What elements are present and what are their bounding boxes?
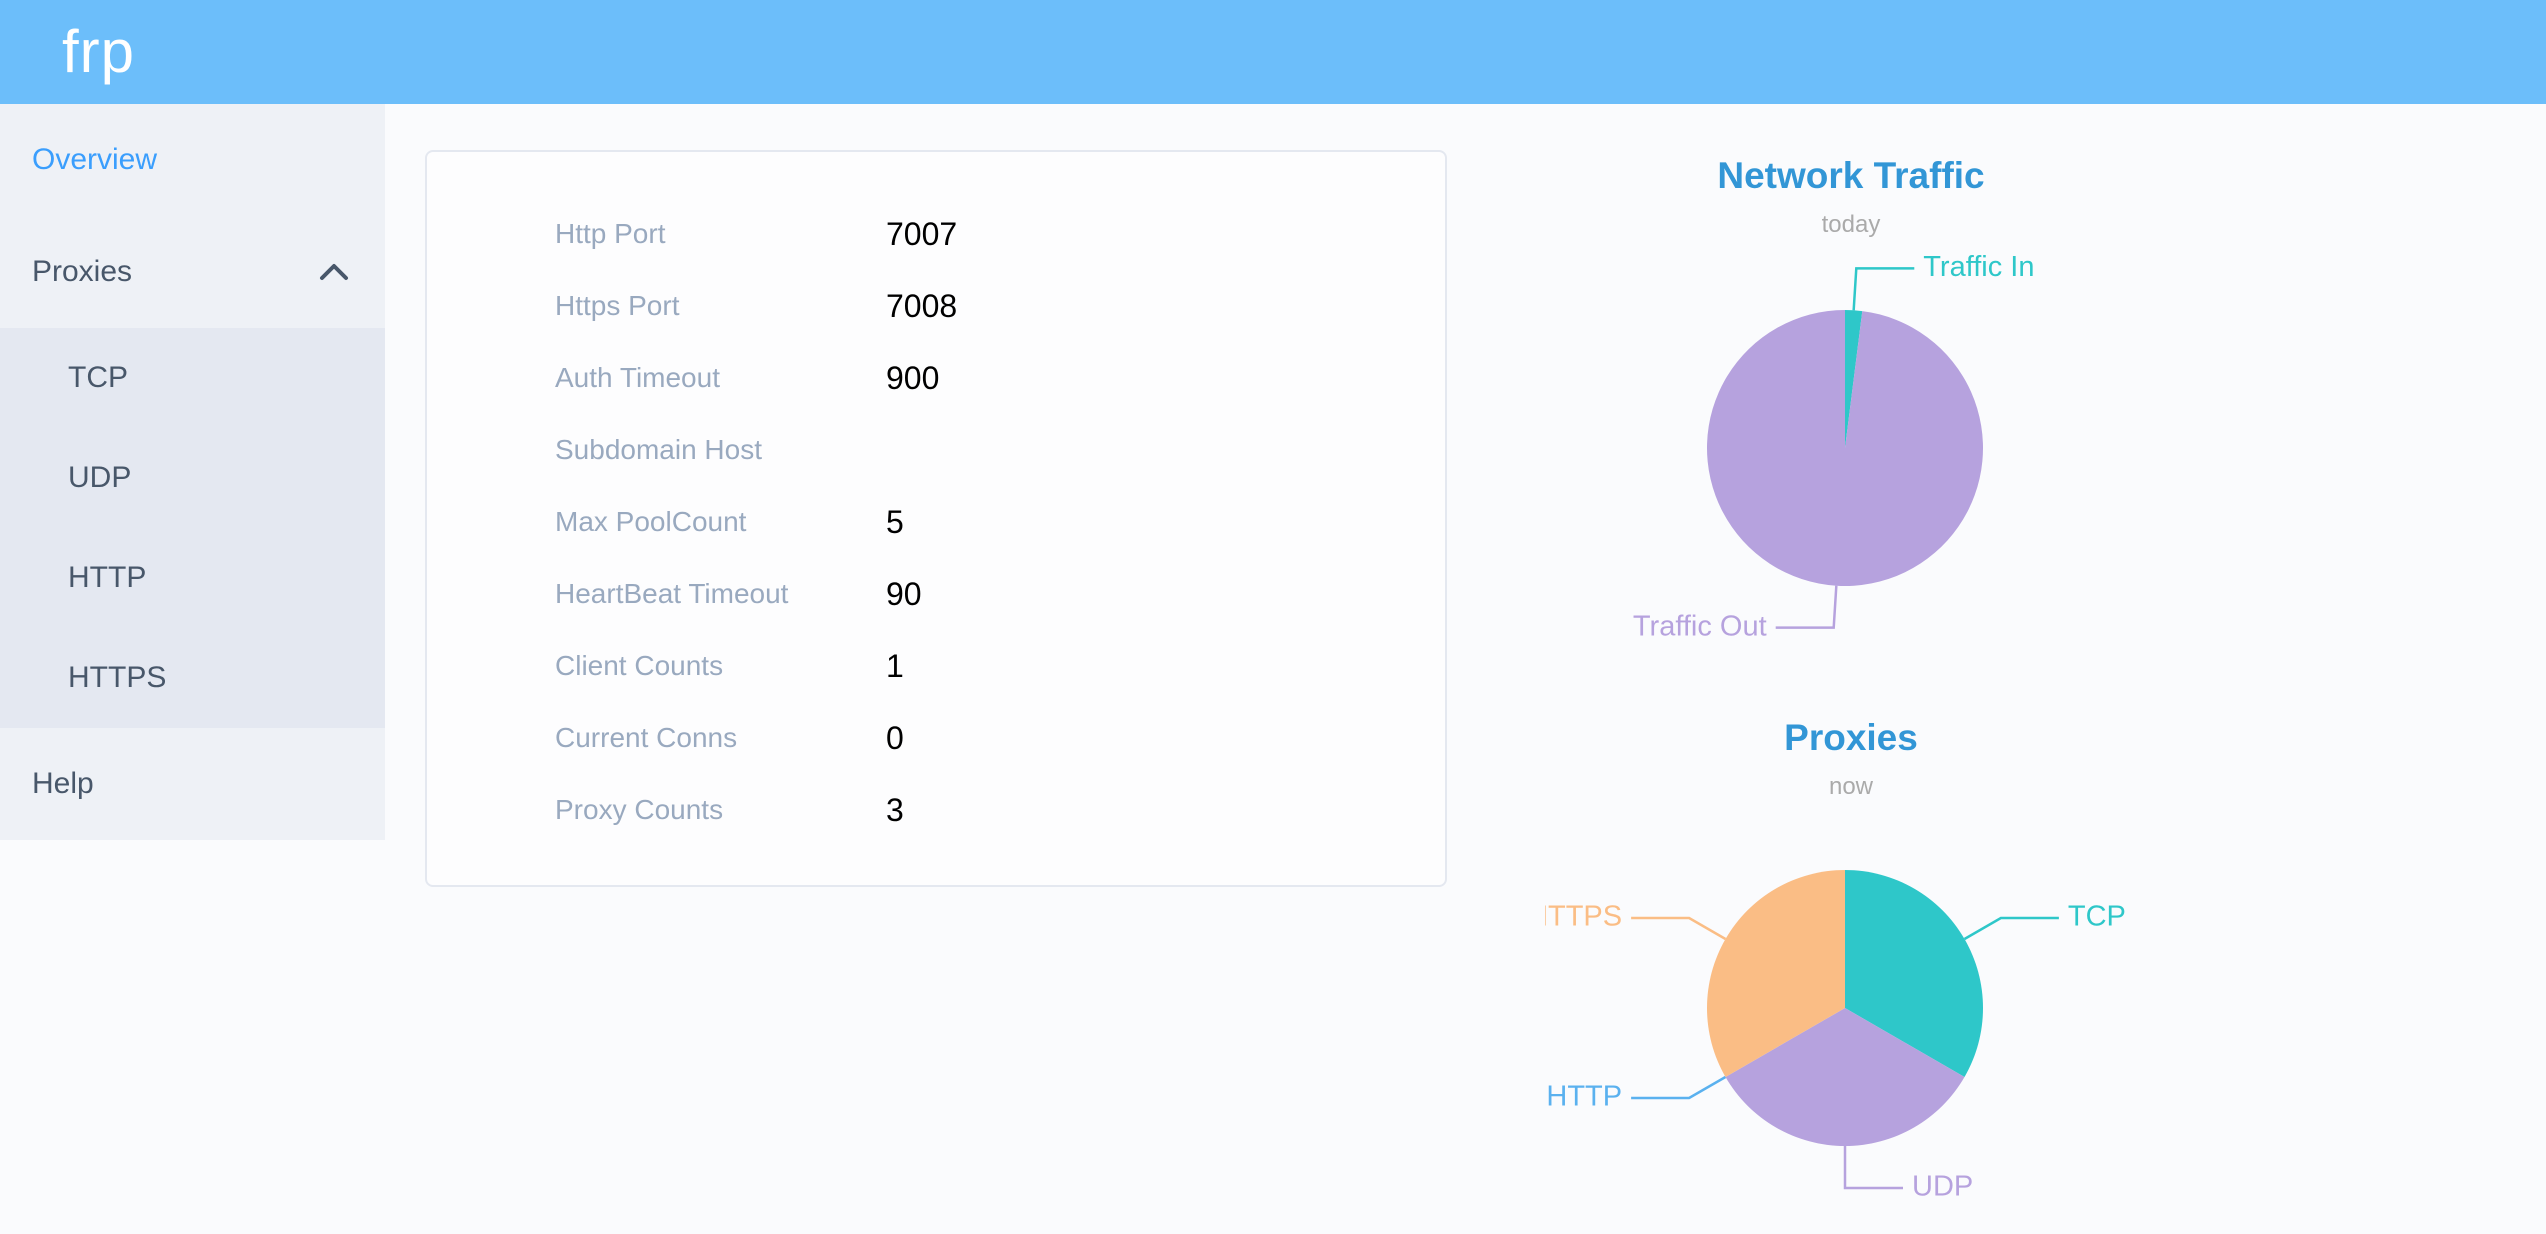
sidebar-item-http[interactable]: HTTP [0, 528, 385, 628]
config-label: HeartBeat Timeout [555, 578, 789, 609]
config-value: 7007 [886, 215, 958, 252]
sidebar-item-tcp[interactable]: TCP [0, 328, 385, 428]
sidebar-item-label: HTTP [68, 561, 147, 594]
pie-label-traffic-in: Traffic In [1923, 251, 2034, 283]
pie-label-leader-line [1843, 1146, 1903, 1190]
config-label: Current Conns [555, 722, 738, 753]
pie-label-leader-line [1852, 267, 1915, 311]
pie-slice-traffic-in[interactable] [1845, 310, 1863, 448]
server-config-rows: Http Port 7007 Https Port 7008 Auth Timeout 9… [427, 152, 1445, 846]
app-logo: frp [62, 18, 136, 85]
config-row: HeartBeat Timeout 90 [427, 558, 1445, 630]
pie-label-tcp: TCP [2068, 901, 2126, 933]
config-label: Auth Timeout [555, 362, 720, 393]
pie-label-leader-line [1775, 585, 1838, 629]
pie-label-traffic-out: Traffic Out [1633, 610, 1767, 642]
pie-slice-traffic-out[interactable] [1707, 310, 1983, 586]
config-value: 5 [886, 503, 904, 540]
chart-subtitle: today [1821, 211, 1881, 238]
proxies-panel: Proxies now TCP UDP HTTP HTTPS [1545, 700, 2157, 1234]
pie-slice-tcp[interactable] [1845, 870, 1983, 1077]
config-label: Subdomain Host [555, 434, 763, 465]
network-traffic-panel: Network Traffic today Traffic In Traffic … [1545, 140, 2157, 760]
config-row: Https Port 7008 [427, 270, 1445, 342]
sidebar-item-label: UDP [68, 461, 132, 494]
config-value: 1 [886, 647, 904, 684]
sidebar-item-label: Overview [32, 143, 158, 176]
app-header: frp [0, 0, 2546, 104]
chevron-up-icon [320, 264, 348, 280]
pie-label-leader-line [1963, 916, 2059, 941]
pie-label-leader-line [1631, 916, 1727, 941]
config-row: Current Conns 0 [427, 702, 1445, 774]
chart-subtitle: now [1828, 773, 1874, 800]
sidebar-submenu-proxies: TCP UDP HTTP HTTPS [0, 328, 385, 728]
pie-label-udp: UDP [1912, 1171, 1973, 1203]
sidebar-item-label: Proxies [32, 255, 133, 288]
pie-label-https: HTTPS [1545, 901, 1622, 933]
chart-title: Network Traffic [1717, 155, 1985, 196]
config-row: Max PoolCount 5 [427, 486, 1445, 558]
config-value: 3 [886, 791, 904, 828]
config-label: Http Port [555, 218, 666, 249]
sidebar: Overview Proxies TCP UDP HTTP HTTPS Help [0, 104, 385, 840]
config-label: Https Port [555, 290, 680, 321]
pie-slice-udp[interactable] [1725, 1008, 1965, 1146]
sidebar-item-overview[interactable]: Overview [0, 104, 385, 216]
config-row: Client Counts 1 [427, 630, 1445, 702]
config-value: 900 [886, 359, 940, 396]
config-label: Proxy Counts [555, 794, 724, 825]
server-config-card: Http Port 7007 Https Port 7008 Auth Timeout 9… [425, 150, 1447, 887]
pie-label-http: HTTP [1546, 1081, 1622, 1113]
proxies-pie-chart: TCP UDP HTTP HTTPS [1545, 870, 2126, 1203]
config-value: 0 [886, 719, 904, 756]
chart-title: Proxies [1784, 717, 1918, 758]
sidebar-item-label: Help [32, 767, 94, 800]
config-row: Proxy Counts 3 [427, 774, 1445, 846]
config-value: 90 [886, 575, 922, 612]
sidebar-item-udp[interactable]: UDP [0, 428, 385, 528]
sidebar-item-label: HTTPS [68, 661, 167, 694]
sidebar-item-help[interactable]: Help [0, 728, 385, 840]
config-row: Auth Timeout 900 [427, 342, 1445, 414]
config-label: Max PoolCount [555, 506, 747, 537]
config-value: 7008 [886, 287, 958, 324]
config-label: Client Counts [555, 650, 724, 681]
sidebar-item-https[interactable]: HTTPS [0, 628, 385, 728]
network-traffic-pie-chart: Traffic In Traffic Out [1633, 251, 2035, 642]
pie-slice-https[interactable] [1707, 870, 1845, 1077]
pie-label-leader-line [1631, 1075, 1727, 1100]
sidebar-item-proxies[interactable]: Proxies [0, 216, 385, 328]
config-row: Subdomain Host [427, 414, 1445, 486]
config-row: Http Port 7007 [427, 198, 1445, 270]
sidebar-item-label: TCP [68, 361, 128, 394]
